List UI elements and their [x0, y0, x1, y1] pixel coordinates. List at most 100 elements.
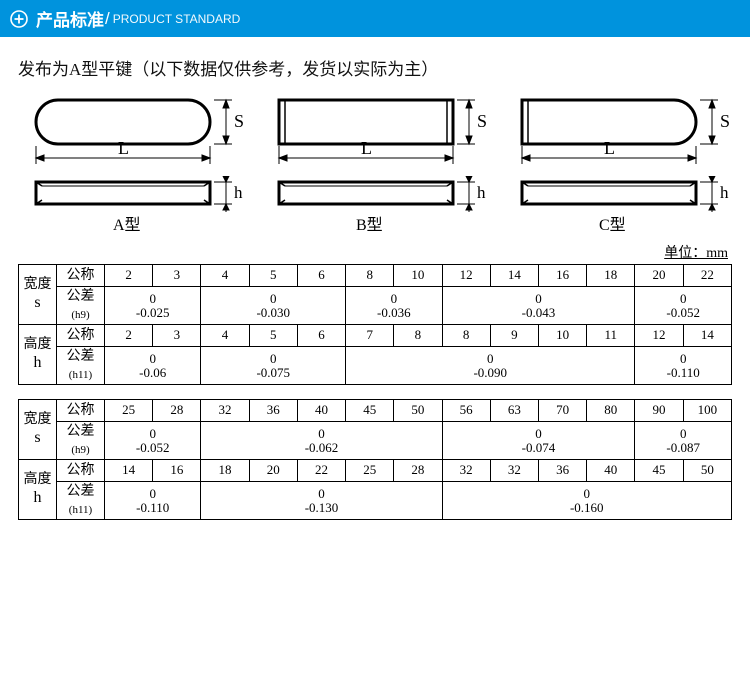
diagram-a-top: S L: [18, 92, 246, 172]
table-cell: 45: [346, 400, 394, 422]
row-label-tol-h11: 公差(h11): [57, 347, 105, 385]
table-cell: 25: [105, 400, 153, 422]
table-cell: 20: [635, 265, 683, 287]
table-cell: 22: [683, 265, 731, 287]
row-label-height: 高度h: [19, 460, 57, 520]
table-cell: 40: [587, 460, 635, 482]
table-cell: 4: [201, 325, 249, 347]
table-cell: 0-0.052: [105, 422, 201, 460]
table-cell: 公称: [57, 400, 105, 422]
svg-text:h: h: [477, 183, 486, 202]
table-cell: 7: [346, 325, 394, 347]
table-cell: 2: [105, 265, 153, 287]
table-cell: 0-0.043: [442, 287, 635, 325]
diagram-side-row: h A型 h B型: [18, 176, 732, 236]
table-cell: 6: [297, 325, 345, 347]
svg-text:S: S: [477, 111, 487, 131]
description-text: 发布为A型平键（以下数据仅供参考，发货以实际为主）: [18, 55, 732, 80]
table-cell: 10: [538, 325, 586, 347]
table-cell: 12: [635, 325, 683, 347]
diagram-b-side: h B型: [261, 176, 489, 236]
table-cell: 0-0.130: [201, 482, 442, 520]
table-cell: 90: [635, 400, 683, 422]
table-cell: 16: [538, 265, 586, 287]
table-cell: 100: [683, 400, 731, 422]
table-cell: 0-0.087: [635, 422, 732, 460]
table-cell: 36: [538, 460, 586, 482]
table-cell: 5: [249, 265, 297, 287]
table-cell: 20: [249, 460, 297, 482]
table-cell: 0-0.062: [201, 422, 442, 460]
table-cell: 0-0.052: [635, 287, 732, 325]
table-cell: 0-0.090: [346, 347, 635, 385]
header-bar: 产品标准 / PRODUCT STANDARD: [0, 0, 750, 37]
row-label-width: 宽度s: [19, 265, 57, 325]
diagram-top-row: S L: [18, 92, 732, 172]
table-cell: 8: [346, 265, 394, 287]
table-cell: 25: [346, 460, 394, 482]
spec-table-2: 宽度s公称252832364045505663708090100公差(h9)0-…: [18, 399, 732, 520]
table-cell: 50: [394, 400, 442, 422]
table-cell: 公称: [57, 265, 105, 287]
table-cell: 0-0.074: [442, 422, 635, 460]
type-c-label: C型: [599, 216, 626, 234]
diagram-b-top: S L: [261, 92, 489, 172]
row-label-height: 高度h: [19, 325, 57, 385]
table-cell: 9: [490, 325, 538, 347]
l-label: L: [118, 138, 129, 158]
table-cell: 10: [394, 265, 442, 287]
table-cell: 36: [249, 400, 297, 422]
table-cell: 0-0.075: [201, 347, 346, 385]
table-cell: 0-0.025: [105, 287, 201, 325]
table-cell: 3: [153, 265, 201, 287]
diagram-c-top: S L: [504, 92, 732, 172]
svg-text:S: S: [720, 111, 730, 131]
table-cell: 32: [490, 460, 538, 482]
row-label-tol-h9: 公差(h9): [57, 422, 105, 460]
svg-text:L: L: [361, 138, 372, 158]
table-cell: 0-0.036: [346, 287, 442, 325]
table-cell: 70: [538, 400, 586, 422]
unit-label: 单位：mm: [18, 242, 728, 262]
table-cell: 3: [153, 325, 201, 347]
svg-text:h: h: [720, 183, 729, 202]
table-cell: 50: [683, 460, 731, 482]
row-label-tol-h9: 公差(h9): [57, 287, 105, 325]
table-cell: 14: [683, 325, 731, 347]
title-slash: /: [105, 9, 110, 29]
table-cell: 28: [394, 460, 442, 482]
s-label: S: [234, 111, 244, 131]
table-cell: 0-0.110: [635, 347, 732, 385]
table-cell: 32: [201, 400, 249, 422]
diagram-a-side: h A型: [18, 176, 246, 236]
row-label-tol-h11: 公差(h11): [57, 482, 105, 520]
table-cell: 0-0.030: [201, 287, 346, 325]
diagram-c-side: h C型: [504, 176, 732, 236]
table-cell: 6: [297, 265, 345, 287]
table-cell: 8: [442, 325, 490, 347]
plus-icon: [10, 10, 28, 28]
table-cell: 公称: [57, 325, 105, 347]
svg-text:h: h: [234, 183, 243, 202]
table-cell: 4: [201, 265, 249, 287]
type-a-label: A型: [113, 216, 141, 234]
table-cell: 5: [249, 325, 297, 347]
table-cell: 2: [105, 325, 153, 347]
table-cell: 56: [442, 400, 490, 422]
table-cell: 公称: [57, 460, 105, 482]
table-cell: 14: [490, 265, 538, 287]
table-cell: 32: [442, 460, 490, 482]
table-cell: 0-0.160: [442, 482, 731, 520]
table-cell: 16: [153, 460, 201, 482]
table-cell: 12: [442, 265, 490, 287]
table-cell: 14: [105, 460, 153, 482]
table-cell: 18: [587, 265, 635, 287]
table-cell: 63: [490, 400, 538, 422]
type-b-label: B型: [356, 216, 383, 234]
svg-text:L: L: [604, 138, 615, 158]
content-area: 发布为A型平键（以下数据仅供参考，发货以实际为主）: [0, 37, 750, 544]
row-label-width: 宽度s: [19, 400, 57, 460]
table-cell: 40: [297, 400, 345, 422]
table-cell: 18: [201, 460, 249, 482]
table-cell: 0-0.110: [105, 482, 201, 520]
